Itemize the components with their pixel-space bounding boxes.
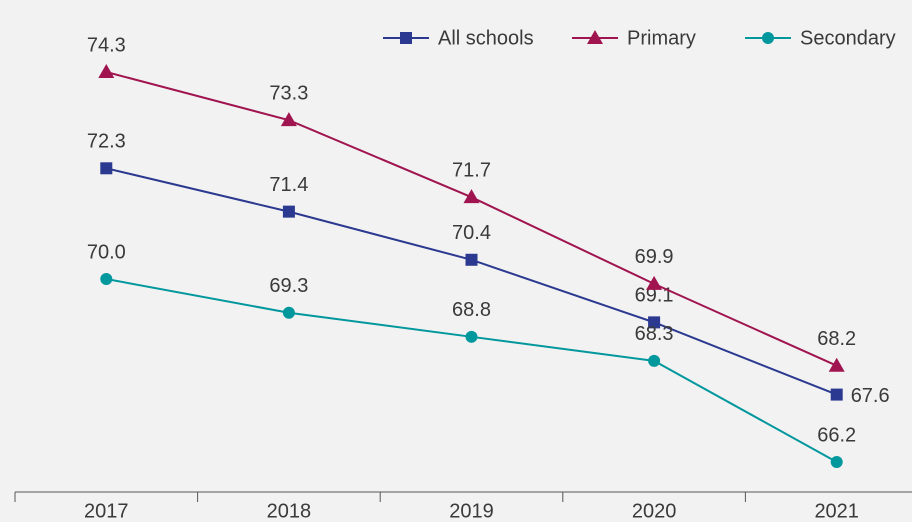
legend-marker xyxy=(587,30,603,44)
data-point xyxy=(98,64,115,78)
data-label: 72.3 xyxy=(87,131,126,153)
data-point xyxy=(830,388,843,401)
data-point xyxy=(648,316,661,329)
data-point xyxy=(830,456,843,468)
data-point xyxy=(465,330,478,343)
data-label: 69.1 xyxy=(635,285,674,307)
data-point xyxy=(100,162,113,175)
x-tick-label: 2020 xyxy=(632,500,677,522)
data-label: 68.2 xyxy=(817,328,856,350)
series-line xyxy=(106,71,838,367)
data-point xyxy=(646,275,663,290)
x-tick-label: 2018 xyxy=(267,500,312,522)
data-point xyxy=(100,273,113,286)
data-label: 71.7 xyxy=(452,159,491,181)
data-point xyxy=(828,357,845,372)
data-label: 66.2 xyxy=(817,424,856,446)
data-point xyxy=(280,112,297,127)
data-point xyxy=(465,253,478,266)
legend-label: Primary xyxy=(627,27,696,49)
data-label: 69.3 xyxy=(269,275,308,297)
data-point xyxy=(282,306,295,319)
data-label: 68.3 xyxy=(635,323,674,345)
legend-marker xyxy=(762,32,774,44)
x-tick-label: 2019 xyxy=(449,500,494,522)
x-tick-label: 2017 xyxy=(84,500,129,522)
data-label: 73.3 xyxy=(269,82,308,104)
data-point xyxy=(648,354,661,367)
data-label: 70.4 xyxy=(452,222,491,244)
data-label: 67.6 xyxy=(851,385,890,407)
x-tick-label: 2021 xyxy=(814,500,859,522)
data-label: 70.0 xyxy=(87,241,126,263)
data-label: 69.9 xyxy=(635,246,674,268)
data-label: 74.3 xyxy=(87,34,126,56)
legend-label: Secondary xyxy=(800,27,896,49)
data-point xyxy=(463,189,480,204)
legend-marker xyxy=(400,32,412,44)
legend-label: All schools xyxy=(438,27,534,49)
data-label: 68.8 xyxy=(452,299,491,321)
data-point xyxy=(282,205,295,218)
data-label: 71.4 xyxy=(269,174,308,196)
